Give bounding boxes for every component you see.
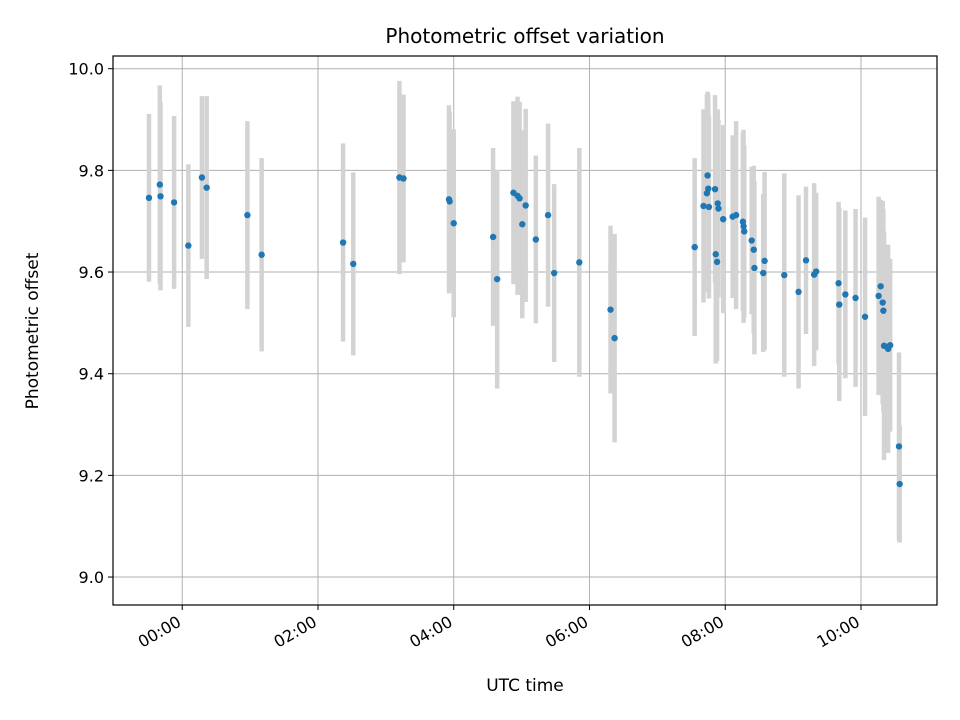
y-tick-label: 9.4 [79, 365, 104, 384]
data-point [861, 313, 869, 320]
data-point [750, 246, 757, 253]
data-point [258, 251, 265, 258]
data-point [550, 269, 558, 277]
data-point [835, 280, 842, 287]
data-point [712, 251, 719, 258]
data-point [704, 172, 711, 179]
data-point [781, 271, 788, 279]
data-point [812, 268, 820, 275]
data-point [852, 294, 859, 302]
data-point [400, 175, 407, 182]
data-point [170, 199, 178, 206]
data-point [795, 288, 802, 296]
data-point [522, 202, 529, 209]
data-point [842, 291, 849, 298]
data-point [493, 275, 501, 283]
data-point [802, 257, 810, 264]
y-tick-label: 9.6 [79, 263, 104, 282]
chart-title: Photometric offset variation [385, 24, 664, 48]
data-point [748, 237, 755, 244]
data-point [156, 181, 164, 188]
data-point [244, 211, 251, 219]
data-point [875, 292, 882, 300]
plot-frame [112, 55, 938, 606]
data-point [877, 283, 884, 290]
y-axis-label: Photometric offset [23, 252, 43, 409]
data-point [185, 242, 192, 249]
data-point [532, 236, 540, 243]
data-point [489, 233, 497, 241]
data-point [714, 200, 721, 207]
data-point [450, 220, 457, 227]
data-point [886, 342, 894, 349]
data-point [715, 205, 722, 212]
data-point [741, 228, 748, 235]
data-point [446, 198, 453, 205]
data-point [198, 174, 206, 181]
data-point [145, 194, 153, 202]
data-point [203, 184, 210, 191]
y-axis-ticks: 9.0 9.2 9.4 9.6 9.8 10.0 [68, 60, 113, 587]
data-point [607, 306, 614, 313]
data-point [576, 259, 583, 266]
x-axis-label: UTC time [486, 676, 564, 696]
data-point [705, 185, 712, 192]
data-point [895, 443, 903, 450]
y-tick-label: 9.2 [79, 466, 104, 485]
y-tick-label: 9.0 [79, 568, 104, 587]
y-tick-label: 9.8 [79, 161, 104, 180]
data-point [705, 203, 713, 211]
data-point [761, 257, 768, 265]
data-point [157, 193, 164, 200]
data-point [836, 301, 843, 308]
data-point [691, 243, 698, 251]
data-point [713, 258, 721, 266]
data-point [732, 211, 740, 219]
data-point [339, 239, 347, 246]
data-point [711, 185, 719, 193]
data-point [896, 480, 903, 488]
data-point [516, 195, 523, 202]
data-point [611, 334, 618, 342]
data-point [719, 215, 727, 223]
data-point [740, 223, 747, 230]
data-point [350, 260, 357, 268]
data-point [700, 202, 707, 210]
data-point [519, 221, 526, 228]
data-point [760, 269, 767, 277]
data-point [751, 264, 758, 272]
data-point [544, 211, 552, 219]
data-point [880, 307, 887, 314]
data-points [145, 172, 903, 488]
data-point [879, 299, 886, 306]
y-tick-label: 10.0 [68, 60, 104, 79]
